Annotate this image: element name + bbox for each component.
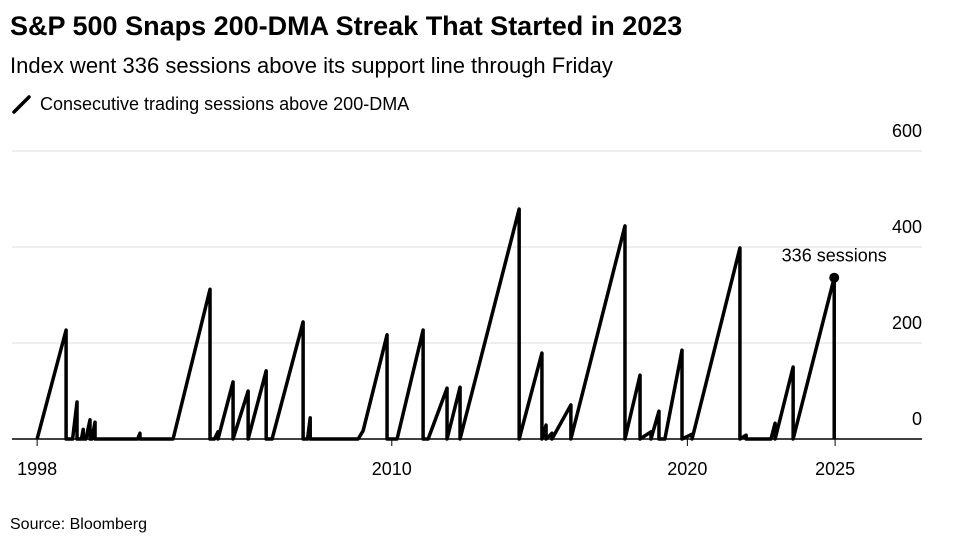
chart-title: S&P 500 Snaps 200-DMA Streak That Starte… xyxy=(10,11,682,41)
annotation-label: 336 sessions xyxy=(782,245,887,265)
chart-subtitle: Index went 336 sessions above its suppor… xyxy=(10,53,613,78)
y-tick-label: 400 xyxy=(892,217,922,237)
x-tick-label: 1998 xyxy=(17,459,57,479)
series-line xyxy=(35,207,836,441)
y-tick-label: 200 xyxy=(892,313,922,333)
y-tick-label: 600 xyxy=(892,121,922,141)
annotation-dot xyxy=(829,272,840,283)
x-tick-label: 2025 xyxy=(815,459,855,479)
legend-label: Consecutive trading sessions above 200-D… xyxy=(40,94,409,114)
x-tick-label: 2010 xyxy=(372,459,412,479)
y-tick-label: 0 xyxy=(912,409,922,429)
legend-icon xyxy=(12,95,31,114)
source: Source: Bloomberg xyxy=(10,516,147,533)
x-tick-label: 2020 xyxy=(667,459,707,479)
